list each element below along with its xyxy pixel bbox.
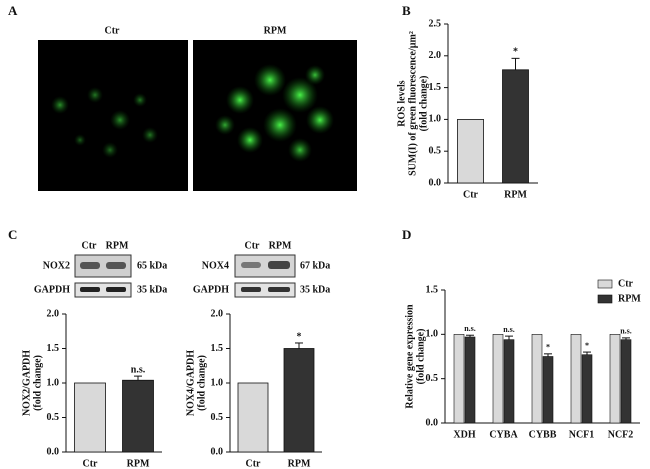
y-tick-label: 1.5 (429, 82, 442, 93)
significance-label: * (297, 331, 302, 342)
bar (609, 334, 621, 424)
bar (283, 348, 315, 453)
significance-label: * (513, 47, 518, 58)
x-tick-label: RPM (504, 189, 527, 200)
y-tick-label: 0.5 (211, 412, 224, 423)
x-tick-label: CYBB (529, 429, 557, 440)
western-blot: Ctr RPM NOX4 67 kDa GAPDH 35 kDa (193, 240, 330, 298)
legend-label: RPM (618, 293, 641, 304)
image-label: Ctr (105, 25, 121, 36)
y-tick-label: 2.5 (429, 18, 442, 29)
y-tick-label: 2.0 (211, 308, 224, 319)
image-label: RPM (264, 25, 287, 36)
lane-label: RPM (269, 240, 292, 251)
micrograph (38, 40, 188, 191)
y-tick-label: 0.5 (429, 145, 442, 156)
y-tick-label: 2.0 (429, 50, 442, 61)
panel-label: C (8, 227, 17, 242)
y-tick-label: 0.0 (426, 417, 439, 428)
panel-label: A (8, 3, 18, 18)
x-tick-label: Ctr (83, 458, 99, 469)
y-axis-label: NOX2/GAPDH (21, 350, 32, 416)
bar (237, 382, 269, 453)
y-tick-label: 0.0 (211, 446, 224, 457)
x-tick-label: RPM (127, 458, 150, 469)
y-axis-label: (fold change) (32, 355, 43, 411)
bar (122, 379, 154, 453)
significance-label: * (585, 341, 589, 350)
bar (542, 356, 554, 424)
panel-label: B (402, 3, 411, 18)
protein-label: NOX4 (202, 260, 229, 271)
legend-swatch (597, 294, 613, 304)
y-tick-label: 0.5 (47, 412, 60, 423)
western-blot: Ctr RPM NOX2 65 kDa GAPDH 35 kDa (34, 240, 167, 298)
y-tick-label: 1.0 (429, 114, 442, 125)
y-tick-label: 1.5 (47, 343, 60, 354)
y-tick-label: 1.5 (211, 343, 224, 354)
y-tick-label: 0.5 (426, 373, 439, 384)
y-tick-label: 1.0 (426, 329, 439, 340)
bar (620, 339, 632, 424)
size-label: 65 kDa (137, 260, 167, 271)
y-tick-label: 0.0 (429, 177, 442, 188)
y-tick-label: 0.0 (47, 446, 60, 457)
lane-label: Ctr (82, 240, 98, 251)
bar (503, 339, 515, 424)
bar (457, 119, 484, 184)
lane-label: RPM (106, 240, 129, 251)
x-tick-label: Ctr (463, 189, 479, 200)
bar (531, 334, 543, 424)
x-tick-label: Ctr (246, 458, 262, 469)
y-axis-label: (fold change) (415, 329, 426, 385)
y-tick-label: 1.5 (426, 284, 439, 295)
x-tick-label: RPM (288, 458, 311, 469)
protein-label: NOX2 (43, 260, 70, 271)
y-axis-label: (fold change) (418, 76, 429, 132)
size-label: 35 kDa (137, 284, 167, 295)
bar (581, 354, 593, 424)
y-axis-label: ROS levels (396, 80, 407, 126)
significance-label: n.s. (620, 327, 632, 336)
x-tick-label: CYBA (489, 429, 518, 440)
micrograph (193, 40, 357, 191)
legend-swatch (597, 279, 613, 289)
bar (74, 382, 106, 453)
significance-label: n.s. (503, 325, 515, 334)
size-label: 67 kDa (300, 260, 330, 271)
x-tick-label: NCF2 (608, 429, 634, 440)
y-tick-label: 1.0 (211, 377, 224, 388)
significance-label: n.s. (464, 324, 476, 333)
x-tick-label: XDH (453, 429, 475, 440)
x-tick-label: NCF1 (569, 429, 595, 440)
significance-label: * (546, 343, 550, 352)
bar (570, 334, 582, 424)
lane-label: Ctr (245, 240, 261, 251)
bar (502, 69, 529, 184)
legend-label: Ctr (618, 278, 634, 289)
y-axis-label: NOX4/GAPDH (185, 350, 196, 416)
panel-label: D (402, 227, 411, 242)
protein-label: GAPDH (34, 284, 70, 295)
y-axis-label: Relative gene expression (404, 304, 415, 409)
bar (453, 334, 465, 424)
y-axis-label: (fold change) (196, 355, 207, 411)
bar (464, 336, 476, 424)
bar (492, 334, 504, 424)
y-tick-label: 2.0 (47, 308, 60, 319)
protein-label: GAPDH (193, 284, 229, 295)
size-label: 35 kDa (300, 284, 330, 295)
significance-label: n.s. (131, 364, 146, 375)
y-axis-label: SUM(I) of green fluorescence/µm² (407, 31, 418, 176)
y-tick-label: 1.0 (47, 377, 60, 388)
